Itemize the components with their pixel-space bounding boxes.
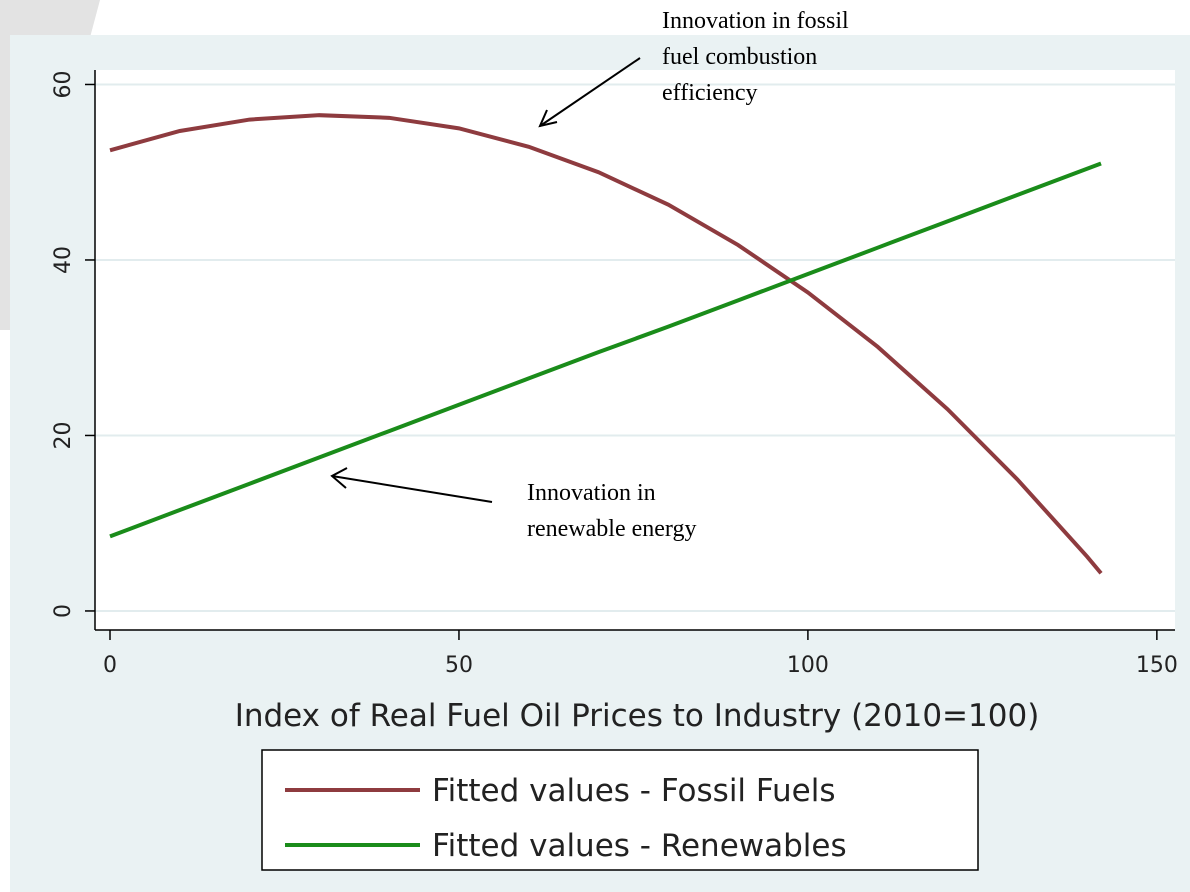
arrow-head [330, 467, 348, 489]
y-tick-label: 20 [51, 421, 76, 449]
x-tick-label: 50 [445, 653, 473, 678]
y-tick-label: 60 [51, 70, 76, 98]
layer: 0 20 40 60 0 50 100 150 [51, 70, 1178, 678]
series-line [109, 113, 1103, 575]
legend-label: Fitted values - Renewables [432, 828, 847, 864]
plot-area [95, 70, 1175, 630]
annotation: fuel combustion [662, 44, 817, 70]
y-tick-label: 40 [51, 246, 76, 274]
annotation: Innovation in fossil [662, 8, 849, 34]
x-tick-label: 100 [787, 653, 829, 678]
annotation: efficiency [662, 80, 758, 106]
series-line [109, 161, 1102, 539]
legend-label: Fitted values - Fossil Fuels [432, 773, 836, 809]
x-axis-label: Index of Real Fuel Oil Prices to Industr… [235, 698, 1040, 734]
x-tick-label: 150 [1136, 653, 1178, 678]
arrow [539, 57, 641, 127]
annotation: Innovation in [527, 480, 656, 506]
x-tick-label: 0 [103, 653, 117, 678]
arrow [331, 475, 493, 503]
arrow-head [538, 109, 558, 128]
annotation: renewable energy [527, 516, 696, 542]
legend [261, 749, 979, 871]
y-tick-label: 0 [51, 604, 76, 618]
